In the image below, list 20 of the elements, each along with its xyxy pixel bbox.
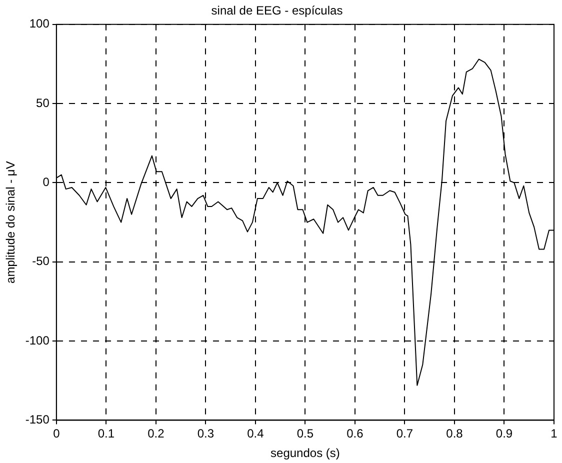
x-tick-label: 0.3: [197, 426, 214, 441]
y-tick-label: 100: [29, 16, 50, 31]
x-tick-label: 0.6: [346, 426, 364, 441]
y-tick-label: -100: [25, 333, 50, 348]
x-tick-label: 0.9: [496, 426, 513, 441]
y-tick-label: 50: [36, 96, 50, 110]
x-tick-label: 0.4: [247, 426, 264, 441]
y-tick-label: -150: [25, 412, 50, 427]
y-tick-label: -50: [32, 254, 50, 268]
x-tick-label: 1: [550, 426, 558, 441]
x-tick-label: 0.8: [446, 426, 464, 441]
x-tick-label: 0.5: [296, 426, 314, 441]
y-tick-label: 0: [42, 175, 50, 190]
x-tick-label: 0.1: [98, 426, 115, 441]
x-tick-label: 0: [53, 426, 60, 441]
x-tick-label: 0.7: [396, 426, 414, 441]
x-tick-label: 0.2: [148, 426, 165, 441]
x-axis-title: segundos (s): [270, 446, 340, 460]
y-axis-title: amplitude do sinal - μV: [4, 161, 18, 284]
chart-title: sinal de EEG - espículas: [211, 4, 343, 18]
